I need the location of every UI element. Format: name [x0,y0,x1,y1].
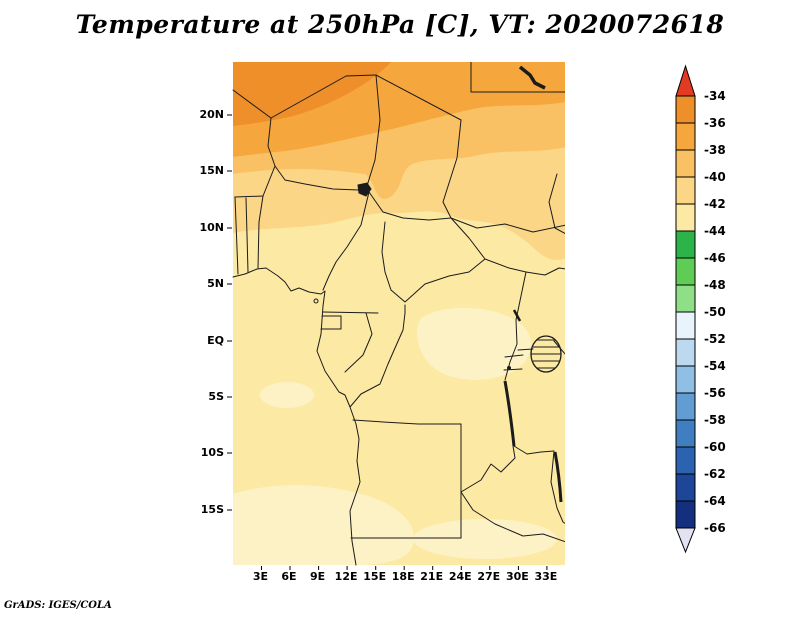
country-borders [232,62,565,566]
lat-label-20N: 20N [199,108,224,121]
colorbar-label--44: -44 [704,224,726,238]
temp-patch-light-southwest [233,485,415,565]
colorbar-seg--46-to--48 [675,257,696,286]
grads-credit: GrADS: IGES/COLA [4,600,112,611]
colorbar-seg--60-to--62 [675,446,696,475]
lon-label-21E: 21E [420,570,444,583]
colorbar-label--66: -66 [704,521,726,535]
africa-temperature-map [227,62,565,570]
lon-label-30E: 30E [505,570,529,583]
colorbar-seg--44-to--46 [675,230,696,259]
colorbar-seg--40-to--42 [675,176,696,205]
lat-label-EQ: EQ [207,334,224,347]
lat-label-15S: 15S [200,503,224,516]
lake-victoria-hatch [531,339,561,369]
lat-label-15N: 15N [199,164,224,177]
lake-nasser [518,65,546,90]
temp-patch-light-ocean [260,382,314,408]
lake-albert [512,309,522,322]
lat-label-10S: 10S [200,446,224,459]
colorbar-seg--50-to--52 [675,311,696,340]
lon-label-33E: 33E [534,570,558,583]
colorbar-label--56: -56 [704,386,726,400]
colorbar-seg--48-to--50 [675,284,696,313]
colorbar-label--42: -42 [704,197,726,211]
colorbar-label--60: -60 [704,440,726,454]
temp-shade-minus34-to-minus36 [233,62,391,126]
lakes-group [313,65,563,503]
lon-label-6E: 6E [281,570,297,583]
colorbar: -34 -36 -38 -40 -42 -44 -46 -48 -50 -52 -54 -56 -58 -… [675,64,726,554]
lat-label-5S: 5S [208,390,224,403]
colorbar-seg--56-to--58 [675,392,696,421]
colorbar-arrow-bottom [675,527,696,554]
temp-patch-light-southeast [413,519,557,559]
colorbar-seg--54-to--56 [675,365,696,394]
lat-label-10N: 10N [199,221,224,234]
lon-label-3E: 3E [252,570,269,583]
colorbar-label--38: -38 [704,143,726,157]
colorbar-seg--52-to--54 [675,338,696,367]
colorbar-label--34: -34 [704,89,726,103]
lon-label-12E: 12E [334,570,358,583]
colorbar-label--40: -40 [704,170,726,184]
lake-tanganyika [503,380,516,447]
lon-label-9E: 9E [310,570,326,583]
lake-chad [357,182,372,197]
colorbar-label--54: -54 [704,359,726,373]
colorbar-label--50: -50 [704,305,726,319]
colorbar-seg--34-to--36 [675,95,696,124]
colorbar-label--36: -36 [704,116,726,130]
colorbar-label--64: -64 [704,494,726,508]
lake-malawi [553,451,563,503]
colorbar-seg--38-to--40 [675,149,696,178]
colorbar-label--52: -52 [704,332,726,346]
lon-label-27E: 27E [477,570,501,583]
colorbar-label--48: -48 [704,278,726,292]
lake-kivu [507,366,511,370]
lat-label-5N: 5N [207,277,224,290]
colorbar-label--46: -46 [704,251,726,265]
lon-label-24E: 24E [448,570,472,583]
temp-patch-light-central [416,307,531,380]
lon-label-15E: 15E [363,570,387,583]
colorbar-seg--42-to--44 [675,203,696,232]
colorbar-arrow-top [675,64,696,97]
colorbar-seg--58-to--60 [675,419,696,448]
colorbar-label--62: -62 [704,467,726,481]
chart-title: Temperature at 250hPa [C], VT: 202007261… [75,10,725,39]
colorbar-seg--62-to--64 [675,473,696,502]
colorbar-seg--36-to--38 [675,122,696,151]
lon-label-18E: 18E [391,570,415,583]
colorbar-seg--64-to--66 [675,500,696,529]
colorbar-label--58: -58 [704,413,726,427]
bioko-island [313,298,319,304]
